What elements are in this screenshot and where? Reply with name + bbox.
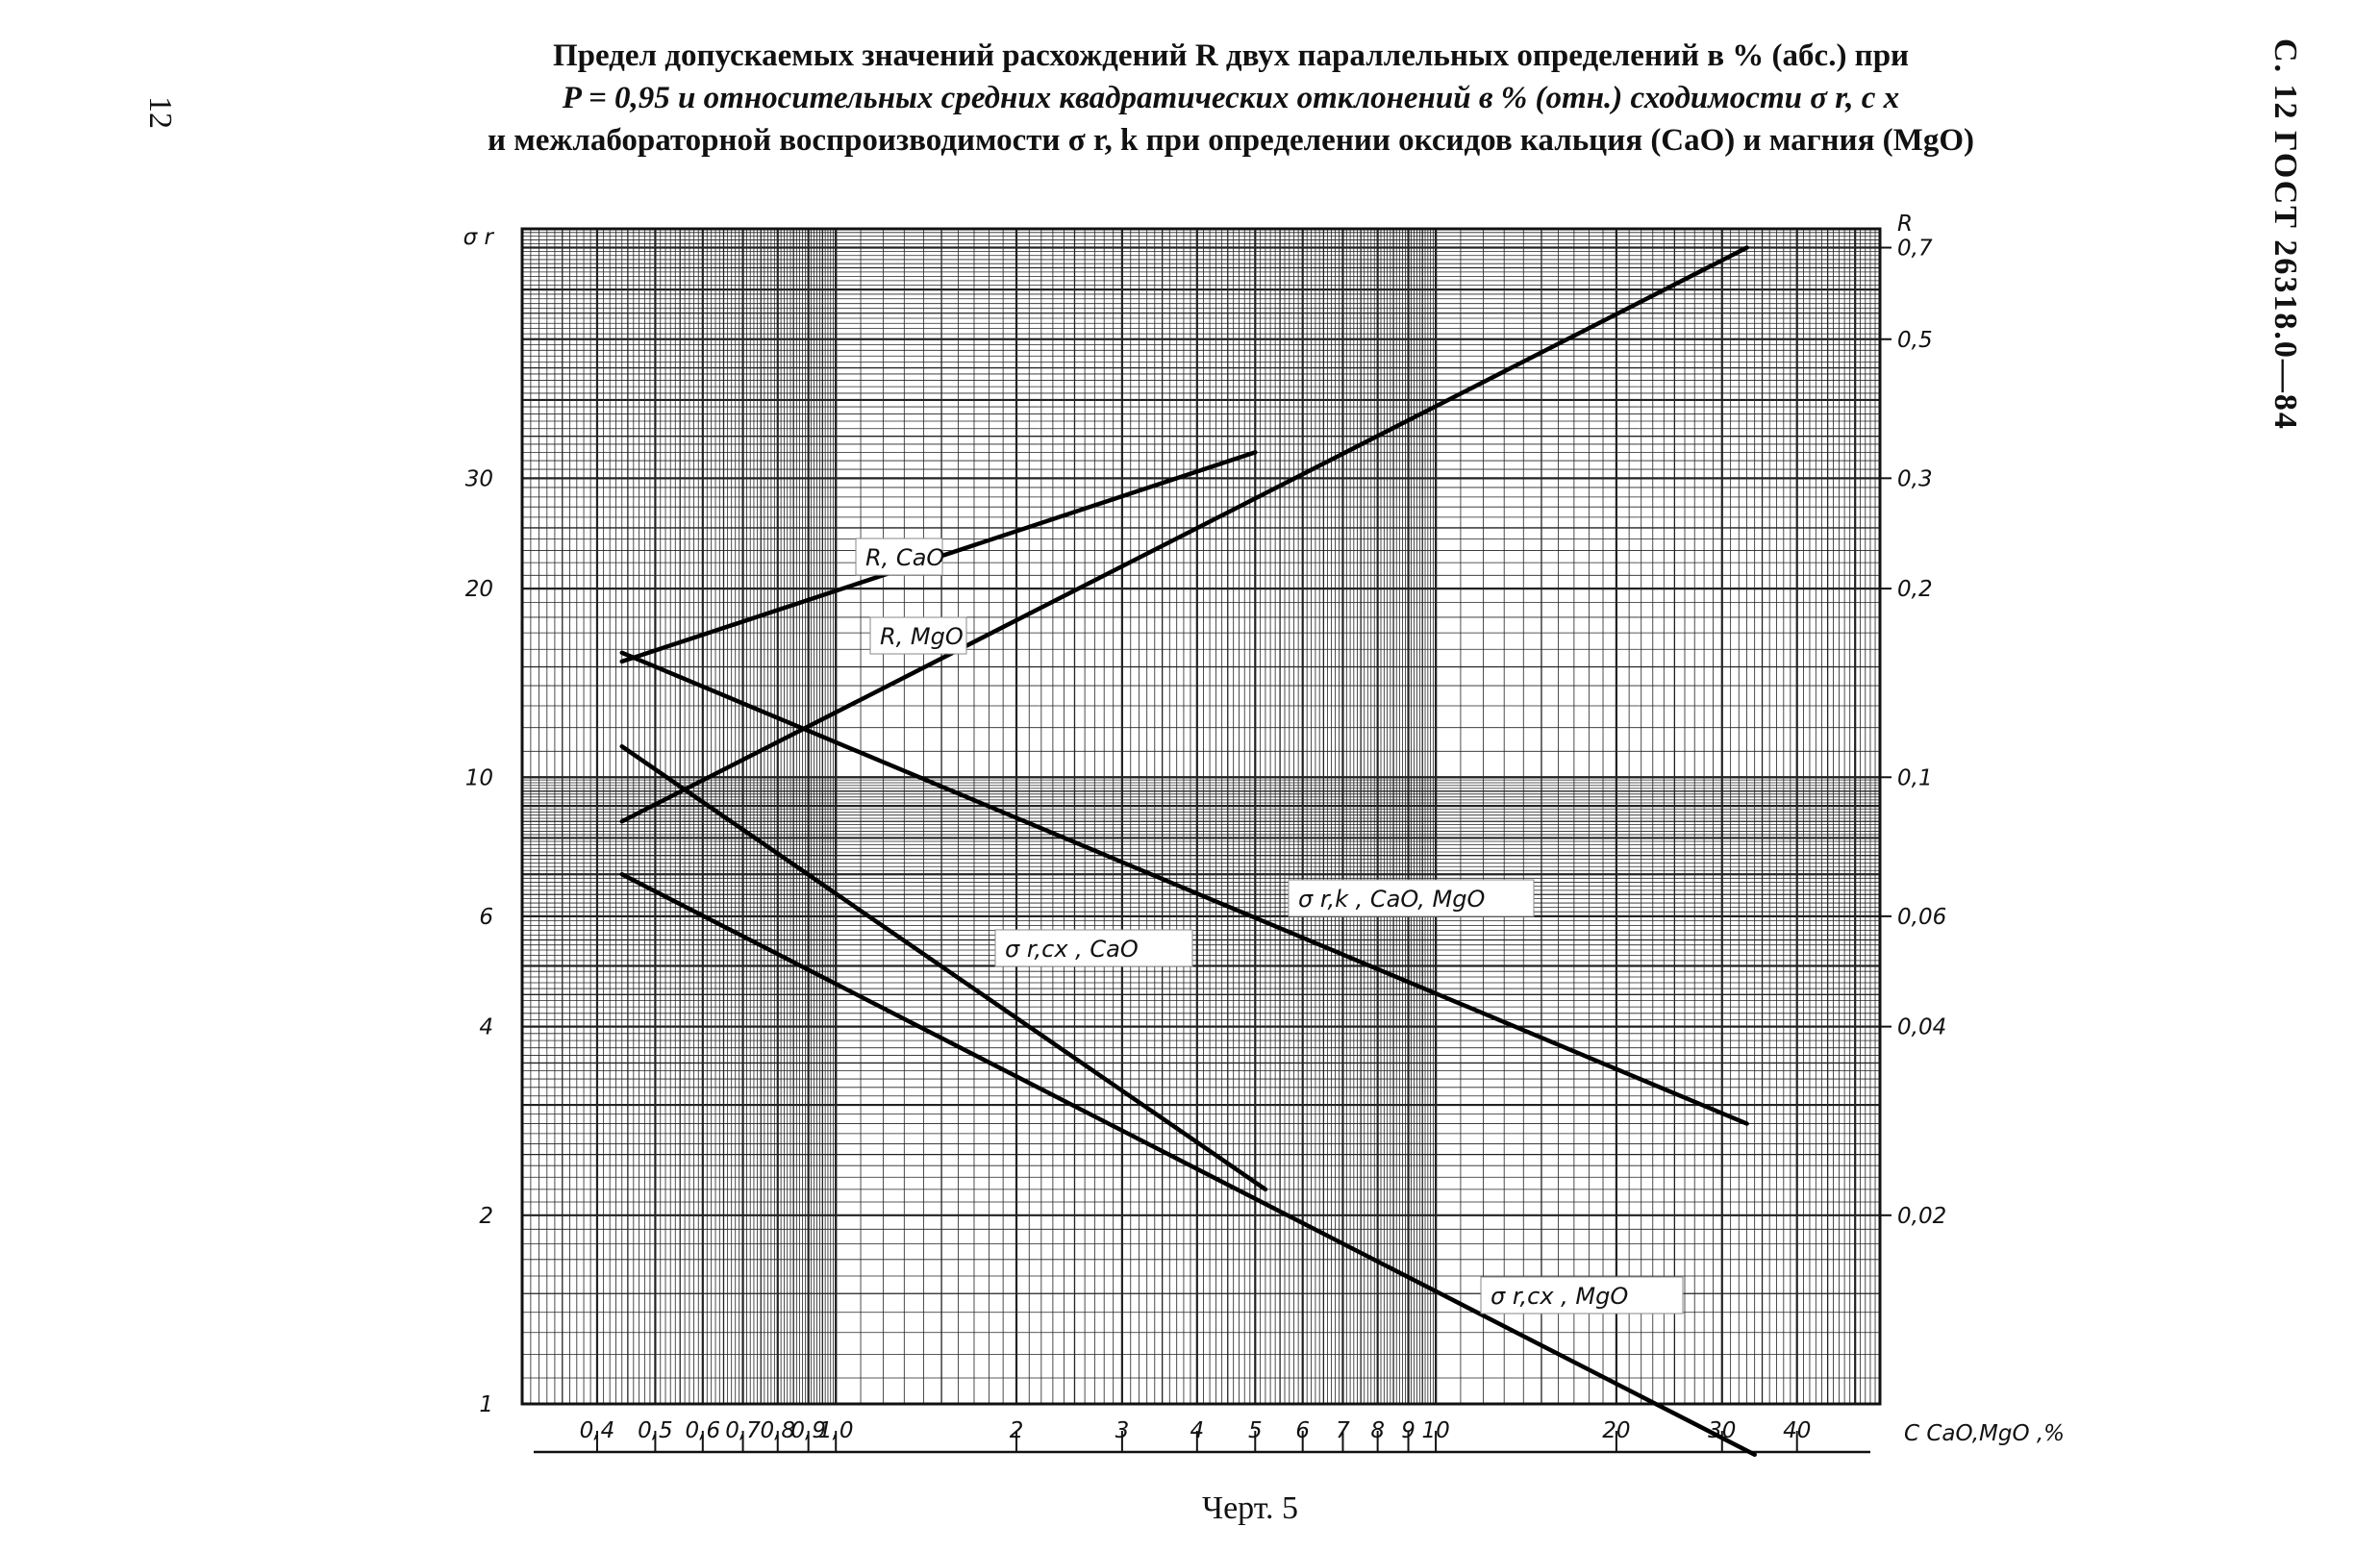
header-line-1: Предел допускаемых значений расхождений …: [552, 38, 1910, 73]
plot-frame: [520, 227, 1882, 1406]
y-right-tick-label: 0,3: [1897, 466, 1933, 491]
series-label-r-cao: R, CaO: [865, 544, 944, 571]
x-tick-label: 0,4: [580, 1418, 615, 1443]
series-label-r-mgo: R, MgO: [880, 623, 964, 650]
y-left-tick-label: 2: [479, 1204, 493, 1229]
header-line-3: и межлабораторной воспроизводимости σ r,…: [488, 123, 1974, 158]
x-tick-label: 0,5: [638, 1418, 673, 1443]
series-line-sigma-rcx-cao: [619, 743, 1268, 1192]
chart-title: Предел допускаемых значений расхождений …: [317, 35, 2144, 162]
series-label-sigma-rk-box: [1288, 879, 1535, 917]
series-label-sigma-rcx-cao-box: [994, 929, 1193, 967]
y-right-tick-label: 0,1: [1897, 765, 1933, 790]
x-tick-label: 3: [1115, 1418, 1130, 1443]
figure-caption: Черт. 5: [1201, 1490, 1299, 1526]
x-tick-label: 8: [1370, 1418, 1385, 1443]
x-tick-label: 1,0: [818, 1418, 854, 1443]
x-tick-label: 7: [1336, 1418, 1350, 1443]
series-line-r-mgo: [619, 245, 1749, 824]
x-tick-label: 20: [1602, 1418, 1630, 1443]
y-left-axis-label: σ r: [463, 225, 495, 250]
y-right-axis-label: R: [1897, 212, 1913, 237]
x-tick-label: 2: [1010, 1418, 1024, 1443]
y-left-tick-label: 4: [479, 1015, 493, 1040]
series-label-sigma-rcx-mgo: σ r,cx , MgO: [1491, 1283, 1628, 1310]
x-axis-label: C CaO,MgO ,%: [1904, 1421, 2065, 1446]
x-tick-label: 0,8: [760, 1418, 795, 1443]
y-left-tick-label: 6: [479, 905, 493, 930]
x-tick-label: 0,9: [790, 1418, 826, 1443]
grid-lines: [520, 228, 1881, 1406]
x-tick-label: 6: [1295, 1418, 1310, 1443]
x-tick-label: 5: [1248, 1418, 1263, 1443]
x-tick-label: 40: [1783, 1418, 1811, 1443]
x-tick-label: 9: [1401, 1418, 1415, 1443]
y-right-tick-label: 0,04: [1897, 1015, 1946, 1040]
y-left-tick-label: 20: [465, 577, 493, 602]
series-label-sigma-rk: σ r,k , CaO, MgO: [1298, 886, 1485, 913]
y-left-tick-label: 1: [479, 1392, 493, 1417]
header-line-2: P = 0,95 и относительных средних квадрат…: [562, 81, 1900, 115]
x-tick-label: 10: [1421, 1418, 1449, 1443]
series-line-sigma-rcx-mgo: [619, 871, 1757, 1457]
x-tick-label: 0,6: [686, 1418, 721, 1443]
series-label-sigma-rcx-mgo-box: [1480, 1276, 1684, 1314]
y-right-tick-label: 0,06: [1897, 905, 1946, 930]
y-right-tick-label: 0,7: [1897, 237, 1933, 262]
y-left-tick-label: 10: [465, 765, 493, 790]
x-tick-label: 4: [1190, 1418, 1205, 1443]
y-left-tick-label: 30: [465, 466, 493, 491]
y-right-tick-label: 0,5: [1897, 328, 1933, 353]
y-right-tick-label: 0,02: [1897, 1204, 1946, 1229]
series-label-sigma-rcx-cao: σ r,cx , CaO: [1005, 936, 1139, 963]
series-line-sigma-rk: [619, 650, 1749, 1126]
series-label-r-cao-box: [855, 538, 943, 576]
y-right-tick-label: 0,2: [1897, 577, 1933, 602]
x-tick-label: 0,7: [725, 1418, 761, 1443]
series-label-r-mgo-box: [869, 616, 967, 655]
